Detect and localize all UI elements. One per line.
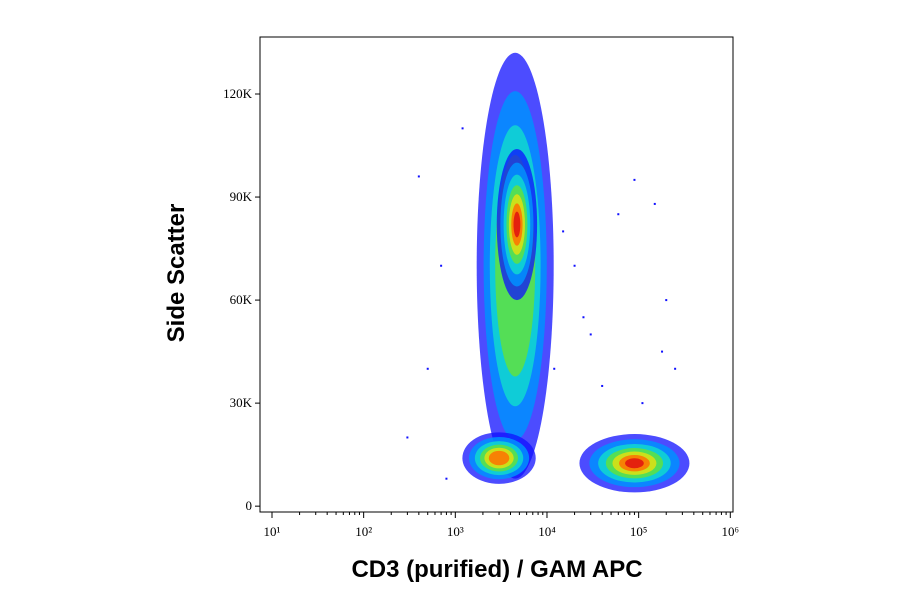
event-dot	[573, 264, 576, 267]
x-axis-title: CD3 (purified) / GAM APC	[351, 556, 642, 583]
x-tick-label: 10²	[355, 524, 372, 539]
x-tick-label: 10¹	[264, 524, 281, 539]
event-dot	[562, 230, 565, 233]
x-tick-label: 10⁵	[630, 524, 648, 539]
y-tick-label: 0	[246, 498, 253, 513]
event-dot	[553, 367, 556, 370]
event-dot	[617, 213, 620, 216]
event-dot	[661, 350, 664, 353]
event-dot	[426, 367, 429, 370]
event-dot	[417, 175, 420, 178]
y-tick-label: 120K	[223, 86, 253, 101]
x-tick-label: 10³	[447, 524, 464, 539]
plot-frame	[259, 36, 734, 513]
event-dot	[406, 436, 409, 439]
density-level	[513, 211, 521, 238]
x-tick-label: 10⁴	[538, 524, 556, 539]
event-dot	[745, 402, 747, 404]
y-tick-label: 60K	[230, 292, 253, 307]
event-dot	[601, 384, 604, 387]
event-dot	[674, 367, 677, 370]
event-dot	[582, 316, 585, 319]
event-dot	[445, 477, 448, 480]
event-dot	[641, 402, 644, 405]
event-dot	[461, 127, 464, 130]
y-axis-title: Side Scatter	[163, 204, 190, 343]
y-tick-label: 90K	[230, 189, 253, 204]
y-tick-label: 30K	[230, 395, 253, 410]
density-level	[625, 458, 644, 469]
event-dot	[440, 264, 443, 267]
plot-area	[406, 52, 747, 493]
density-level	[488, 450, 510, 466]
event-dot	[653, 202, 656, 205]
event-dot	[589, 333, 592, 336]
event-dot	[633, 178, 636, 181]
event-dot	[665, 299, 668, 302]
x-tick-label: 10⁶	[722, 524, 740, 539]
